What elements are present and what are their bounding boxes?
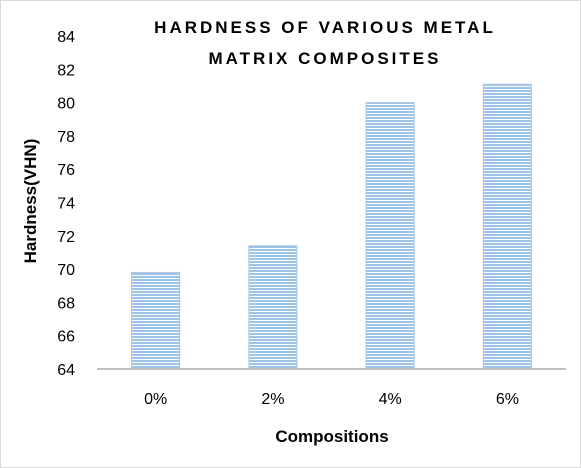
y-axis-tick-labels: 64 66 68 70 72 74 76 78 80 82 84: [57, 29, 75, 379]
bars: [131, 83, 532, 370]
x-tick-label: 4%: [379, 391, 402, 408]
y-tick-label: 82: [57, 62, 75, 79]
x-axis-tick-labels: 0% 2% 4% 6%: [144, 391, 519, 408]
y-tick-label: 80: [57, 96, 75, 113]
y-tick-label: 74: [57, 196, 75, 213]
bar: [248, 245, 298, 370]
bar: [365, 102, 415, 370]
y-tick-label: 68: [57, 295, 75, 312]
y-axis-title: Hardness(VHN): [21, 139, 40, 264]
y-tick-label: 78: [57, 129, 75, 146]
x-tick-label: 6%: [496, 391, 519, 408]
x-tick-label: 2%: [261, 391, 284, 408]
chart-title-line-2: MATRIX COMPOSITES: [209, 49, 442, 68]
bar: [131, 271, 181, 370]
y-tick-label: 64: [57, 362, 75, 379]
y-tick-label: 76: [57, 162, 75, 179]
y-tick-label: 72: [57, 229, 75, 246]
x-tick-label: 0%: [144, 391, 167, 408]
x-axis-title: Compositions: [275, 427, 388, 446]
chart-title-line-1: HARDNESS OF VARIOUS METAL: [154, 18, 496, 37]
bar: [482, 83, 532, 370]
y-tick-label: 70: [57, 262, 75, 279]
y-tick-label: 84: [57, 29, 75, 46]
y-tick-label: 66: [57, 329, 75, 346]
